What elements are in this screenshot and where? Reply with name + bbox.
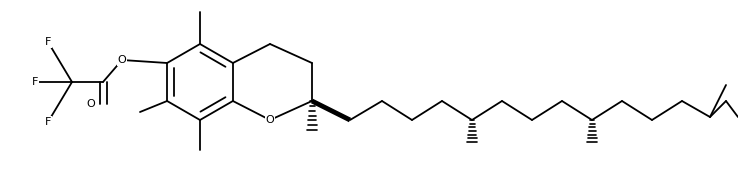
Text: O: O — [117, 55, 126, 65]
Text: F: F — [32, 77, 38, 87]
Text: O: O — [266, 115, 275, 125]
Text: F: F — [45, 37, 51, 47]
Text: O: O — [86, 99, 95, 109]
Text: F: F — [45, 117, 51, 127]
